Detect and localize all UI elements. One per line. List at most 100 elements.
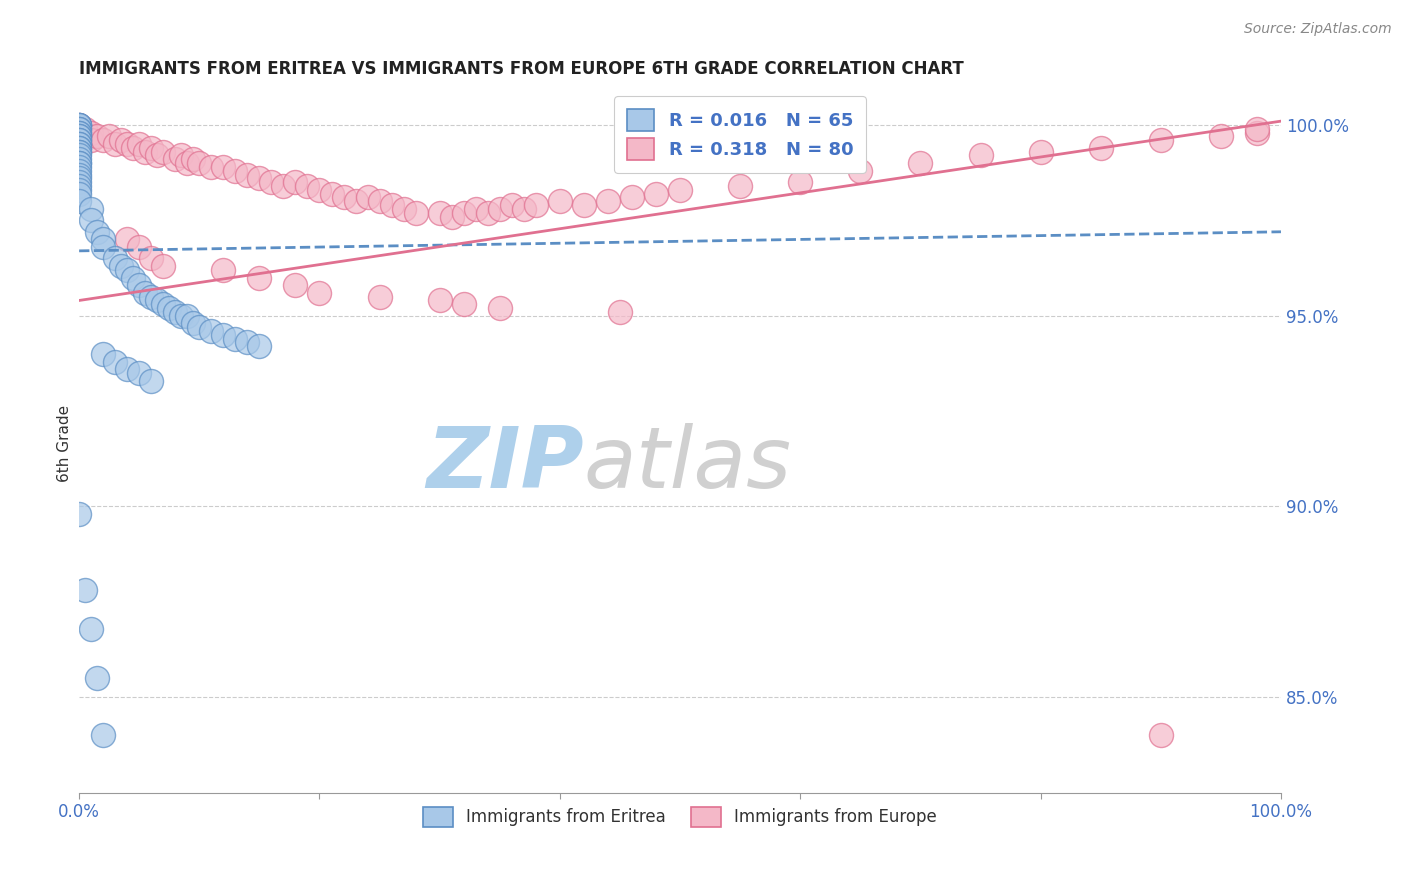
Point — [429, 293, 451, 308]
Y-axis label: 6th Grade: 6th Grade — [58, 405, 72, 482]
Point — [67, 163, 90, 178]
Point — [392, 202, 415, 216]
Point — [332, 190, 354, 204]
Text: atlas: atlas — [583, 423, 792, 506]
Point — [152, 259, 174, 273]
Point — [910, 156, 932, 170]
Point — [488, 301, 510, 315]
Point — [104, 252, 127, 266]
Point — [165, 305, 187, 319]
Point — [67, 171, 90, 186]
Point — [170, 148, 193, 162]
Point — [247, 171, 270, 186]
Point — [297, 179, 319, 194]
Point — [356, 190, 378, 204]
Point — [969, 148, 991, 162]
Point — [212, 160, 235, 174]
Point — [134, 145, 156, 159]
Point — [104, 354, 127, 368]
Point — [381, 198, 404, 212]
Point — [224, 332, 246, 346]
Point — [1209, 129, 1232, 144]
Point — [176, 309, 198, 323]
Legend: Immigrants from Eritrea, Immigrants from Europe: Immigrants from Eritrea, Immigrants from… — [416, 801, 943, 833]
Point — [176, 156, 198, 170]
Point — [67, 118, 90, 132]
Point — [67, 129, 90, 144]
Point — [368, 194, 391, 209]
Point — [141, 374, 163, 388]
Point — [115, 362, 138, 376]
Point — [236, 168, 259, 182]
Point — [67, 168, 90, 182]
Point — [146, 148, 169, 162]
Point — [67, 194, 90, 209]
Point — [609, 305, 631, 319]
Point — [308, 285, 330, 300]
Point — [67, 118, 90, 132]
Point — [110, 259, 132, 273]
Text: ZIP: ZIP — [426, 423, 583, 506]
Point — [91, 240, 114, 254]
Point — [321, 186, 343, 201]
Point — [115, 232, 138, 246]
Point — [344, 194, 367, 209]
Point — [464, 202, 486, 216]
Point — [645, 186, 668, 201]
Point — [67, 136, 90, 151]
Point — [67, 121, 90, 136]
Point — [429, 205, 451, 219]
Point — [405, 205, 427, 219]
Point — [141, 252, 163, 266]
Point — [524, 198, 547, 212]
Point — [128, 240, 150, 254]
Point — [67, 126, 90, 140]
Point — [91, 347, 114, 361]
Point — [104, 136, 127, 151]
Point — [596, 194, 619, 209]
Point — [67, 156, 90, 170]
Point — [67, 141, 90, 155]
Point — [128, 136, 150, 151]
Point — [669, 183, 692, 197]
Point — [67, 145, 90, 159]
Point — [170, 309, 193, 323]
Point — [477, 205, 499, 219]
Point — [67, 129, 90, 144]
Point — [1150, 728, 1173, 742]
Point — [67, 145, 90, 159]
Point — [572, 198, 595, 212]
Point — [181, 153, 204, 167]
Point — [513, 202, 536, 216]
Point — [247, 339, 270, 353]
Point — [86, 671, 108, 685]
Point — [440, 210, 463, 224]
Point — [1246, 121, 1268, 136]
Point — [188, 320, 211, 334]
Point — [284, 175, 307, 189]
Point — [212, 263, 235, 277]
Point — [80, 622, 103, 636]
Point — [86, 225, 108, 239]
Point — [453, 205, 475, 219]
Point — [80, 202, 103, 216]
Point — [157, 301, 180, 315]
Point — [1150, 133, 1173, 147]
Point — [1246, 126, 1268, 140]
Point — [273, 179, 295, 194]
Point — [67, 121, 90, 136]
Point — [67, 118, 90, 132]
Point — [67, 133, 90, 147]
Point — [122, 270, 145, 285]
Point — [80, 126, 103, 140]
Point — [98, 129, 121, 144]
Point — [789, 175, 811, 189]
Point — [67, 148, 90, 162]
Point — [67, 175, 90, 189]
Text: Source: ZipAtlas.com: Source: ZipAtlas.com — [1244, 22, 1392, 37]
Point — [620, 190, 643, 204]
Point — [67, 153, 90, 167]
Point — [86, 129, 108, 144]
Point — [181, 317, 204, 331]
Point — [224, 163, 246, 178]
